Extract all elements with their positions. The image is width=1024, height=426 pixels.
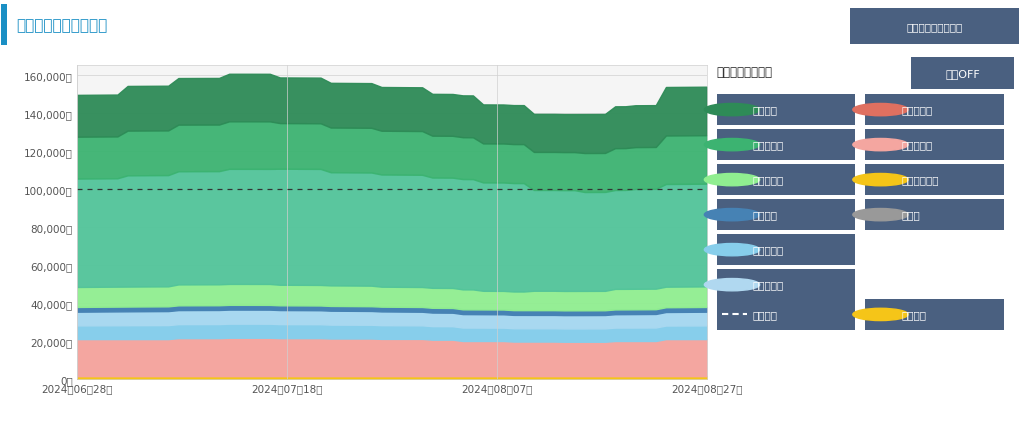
Text: チャート表示選択: チャート表示選択 bbox=[717, 66, 773, 79]
Text: 霠り資産推移チャート: 霠り資産推移チャート bbox=[15, 18, 108, 33]
FancyBboxPatch shape bbox=[710, 163, 862, 197]
Circle shape bbox=[705, 244, 760, 256]
Circle shape bbox=[705, 209, 760, 221]
Circle shape bbox=[705, 139, 760, 151]
Bar bbox=[1, 5, 7, 46]
Text: 全てOFF: 全てOFF bbox=[945, 69, 980, 78]
Text: コモディティ: コモディティ bbox=[901, 175, 939, 185]
Text: 資産推移を詳しくみ: 資産推移を詳しくみ bbox=[906, 22, 963, 32]
Text: 新興国債券: 新興国債券 bbox=[753, 280, 784, 290]
Text: 先進国債券: 先進国債券 bbox=[753, 245, 784, 255]
Text: 海外リート: 海外リート bbox=[901, 140, 933, 150]
Circle shape bbox=[853, 174, 908, 186]
FancyBboxPatch shape bbox=[858, 128, 1011, 162]
FancyBboxPatch shape bbox=[858, 298, 1011, 331]
Text: 国内債券: 国内債券 bbox=[753, 210, 778, 220]
Circle shape bbox=[853, 139, 908, 151]
FancyBboxPatch shape bbox=[710, 268, 862, 302]
Circle shape bbox=[853, 308, 908, 321]
Circle shape bbox=[705, 279, 760, 291]
Text: 先進国株式: 先進国株式 bbox=[753, 140, 784, 150]
FancyBboxPatch shape bbox=[858, 93, 1011, 127]
FancyBboxPatch shape bbox=[858, 198, 1011, 232]
Text: 現金残高: 現金残高 bbox=[901, 310, 927, 320]
Circle shape bbox=[705, 174, 760, 186]
FancyBboxPatch shape bbox=[710, 93, 862, 127]
FancyBboxPatch shape bbox=[710, 198, 862, 232]
FancyBboxPatch shape bbox=[905, 55, 1020, 91]
Circle shape bbox=[853, 209, 908, 221]
Text: 国内株式: 国内株式 bbox=[753, 105, 778, 115]
Circle shape bbox=[853, 104, 908, 116]
FancyBboxPatch shape bbox=[710, 298, 862, 331]
FancyBboxPatch shape bbox=[710, 128, 862, 162]
Text: その他: その他 bbox=[901, 210, 920, 220]
FancyBboxPatch shape bbox=[858, 163, 1011, 197]
FancyBboxPatch shape bbox=[710, 233, 862, 267]
Text: 国内リート: 国内リート bbox=[901, 105, 933, 115]
FancyBboxPatch shape bbox=[843, 7, 1024, 46]
Circle shape bbox=[705, 104, 760, 116]
Text: 新興国株式: 新興国株式 bbox=[753, 175, 784, 185]
Text: 投資金額: 投資金額 bbox=[753, 310, 778, 320]
